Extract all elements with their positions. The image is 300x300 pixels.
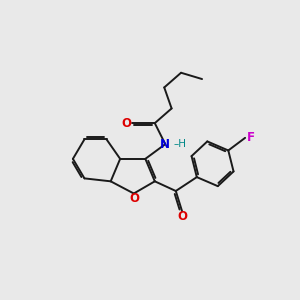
Text: F: F [247,131,255,144]
Text: N: N [160,138,170,151]
Text: O: O [177,210,187,223]
Text: O: O [122,117,131,130]
Text: O: O [130,192,140,205]
Text: –H: –H [174,139,187,149]
